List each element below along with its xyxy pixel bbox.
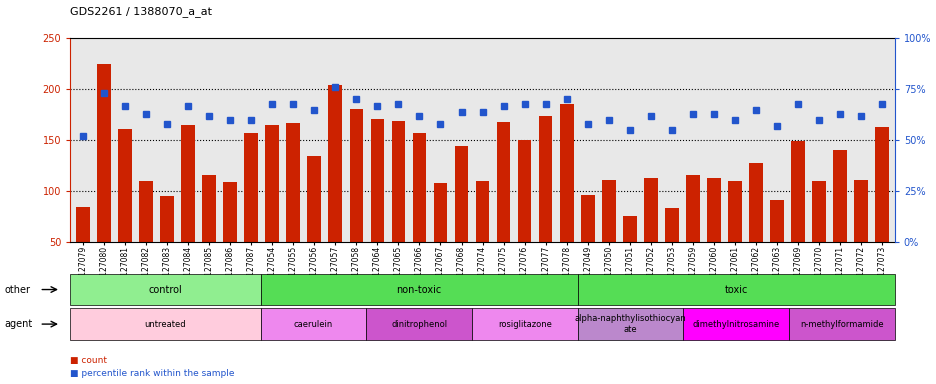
Bar [349, 109, 363, 293]
Text: control: control [149, 285, 183, 295]
Bar [202, 175, 215, 293]
Text: alpha-naphthylisothiocyan
ate: alpha-naphthylisothiocyan ate [574, 314, 686, 334]
Bar [496, 122, 510, 293]
Bar [790, 141, 804, 293]
Bar [874, 127, 888, 293]
Text: untreated: untreated [144, 319, 186, 329]
Text: toxic: toxic [724, 285, 747, 295]
Text: caerulein: caerulein [294, 319, 332, 329]
Bar [307, 156, 321, 293]
Bar [160, 196, 174, 293]
Bar [707, 178, 720, 293]
Bar [518, 140, 531, 293]
Bar [433, 183, 446, 293]
Text: ■ percentile rank within the sample: ■ percentile rank within the sample [70, 369, 235, 378]
Bar [475, 181, 489, 293]
Text: rosiglitazone: rosiglitazone [497, 319, 551, 329]
Bar [769, 200, 783, 293]
Bar [181, 125, 195, 293]
Bar [749, 162, 762, 293]
Text: agent: agent [5, 319, 33, 329]
Text: ■ count: ■ count [70, 356, 107, 365]
Bar [643, 178, 657, 293]
Bar [580, 195, 594, 293]
Bar [685, 175, 699, 293]
Bar [118, 129, 132, 293]
Bar [286, 123, 300, 293]
Bar [454, 146, 468, 293]
Text: GDS2261 / 1388070_a_at: GDS2261 / 1388070_a_at [70, 7, 212, 17]
Text: non-toxic: non-toxic [396, 285, 441, 295]
Bar [97, 64, 110, 293]
Bar [665, 209, 678, 293]
Bar [832, 151, 846, 293]
Bar [223, 182, 237, 293]
Bar [265, 125, 279, 293]
Bar [412, 133, 426, 293]
Bar [727, 181, 741, 293]
Text: n-methylformamide: n-methylformamide [799, 319, 883, 329]
Bar [139, 181, 153, 293]
Bar [601, 180, 615, 293]
Bar [559, 104, 573, 293]
Bar [76, 207, 90, 293]
Bar [622, 217, 636, 293]
Bar [391, 121, 404, 293]
Text: dimethylnitrosamine: dimethylnitrosamine [692, 319, 779, 329]
Bar [854, 180, 867, 293]
Bar [812, 181, 825, 293]
Bar [244, 133, 257, 293]
Text: dinitrophenol: dinitrophenol [390, 319, 446, 329]
Bar [538, 116, 552, 293]
Bar [370, 119, 384, 293]
Text: other: other [5, 285, 31, 295]
Bar [329, 85, 342, 293]
